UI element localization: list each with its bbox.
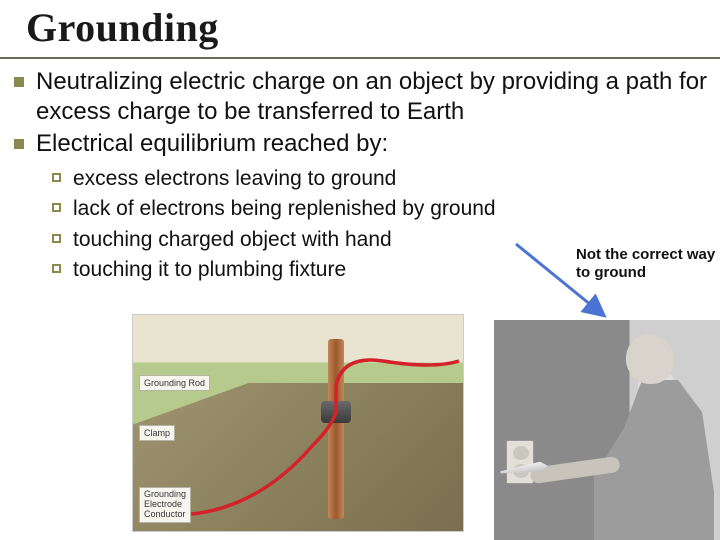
boy-head [626,334,674,384]
square-bullet-icon [14,139,24,149]
list-item: lack of electrons being replenished by g… [52,195,712,222]
grounding-diagram: Grounding Rod Clamp Grounding Electrode … [132,314,464,532]
sub-bullet-text: touching it to plumbing fixture [73,256,346,283]
bullet-text: Electrical equilibrium reached by: [36,129,388,159]
list-item: Neutralizing electric charge on an objec… [14,67,712,127]
diagram-label-rod: Grounding Rod [139,375,210,391]
bullet-text: Neutralizing electric charge on an objec… [36,67,712,127]
list-item: excess electrons leaving to ground [52,165,712,192]
main-bullet-list: Neutralizing electric charge on an objec… [14,67,712,159]
hollow-square-bullet-icon [52,203,61,212]
sub-bullet-text: lack of electrons being replenished by g… [73,195,496,222]
unsafe-grounding-photo [494,320,720,540]
photo-caption: Not the correct way to ground [576,246,716,282]
list-item: Electrical equilibrium reached by: [14,129,712,159]
image-row: Grounding Rod Clamp Grounding Electrode … [0,310,720,540]
hollow-square-bullet-icon [52,264,61,273]
title-bar: Grounding [0,0,720,59]
square-bullet-icon [14,77,24,87]
sub-bullet-text: excess electrons leaving to ground [73,165,396,192]
slide-title: Grounding [26,4,720,51]
diagram-label-clamp: Clamp [139,425,175,441]
diagram-label-conductor: Grounding Electrode Conductor [139,487,191,523]
hollow-square-bullet-icon [52,173,61,182]
hollow-square-bullet-icon [52,234,61,243]
sub-bullet-text: touching charged object with hand [73,226,392,253]
